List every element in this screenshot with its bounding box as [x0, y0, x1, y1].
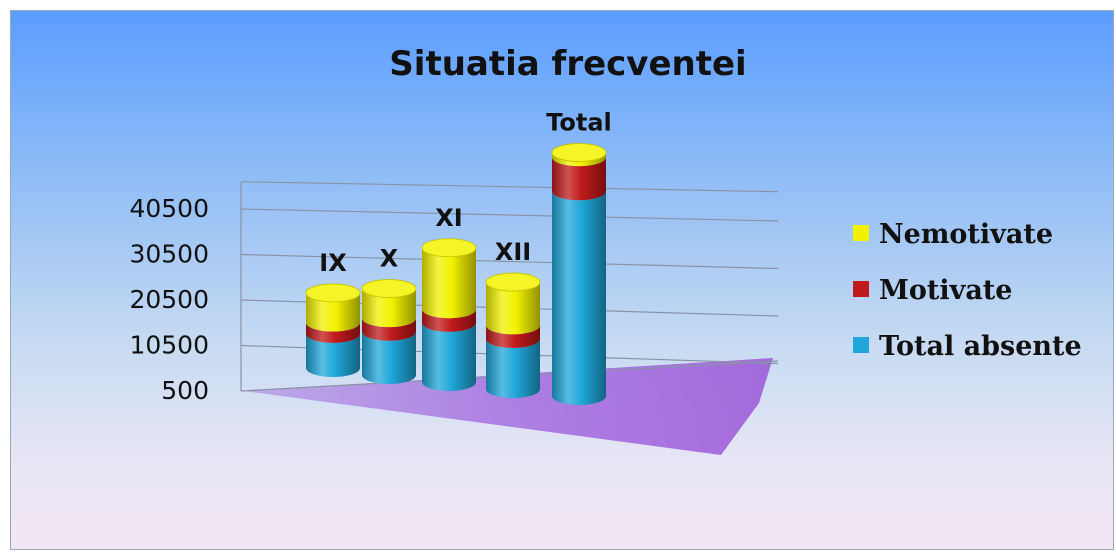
bar-segment	[422, 309, 476, 332]
y-tick-label: 30500	[129, 240, 209, 269]
bar-segment	[306, 292, 360, 332]
gridline	[240, 181, 779, 193]
bar-segment	[306, 333, 360, 377]
legend-swatch	[853, 281, 869, 297]
bar-top-cap	[421, 238, 477, 258]
bar-segment	[306, 322, 360, 343]
legend-label: Nemotivate	[879, 219, 1053, 250]
bar-segment-body	[362, 318, 416, 341]
chart-floor-layer	[244, 358, 773, 455]
category-labels: IX X XI XII Total	[319, 109, 612, 277]
bar-segment	[362, 288, 416, 328]
bar-segment-body	[552, 152, 606, 167]
bar-segment	[486, 282, 540, 335]
bar-segment	[552, 152, 606, 167]
bar-top-cap	[305, 283, 361, 303]
bar-segment-body	[306, 322, 360, 343]
bar-segment-body	[422, 247, 476, 319]
legend-swatch	[853, 225, 869, 241]
bar-segment-body	[306, 292, 360, 332]
gridline	[240, 253, 779, 270]
bars-layer	[305, 143, 607, 405]
bar-segment-body	[306, 333, 360, 377]
bar-segment	[422, 247, 476, 319]
bar-segment	[362, 331, 416, 384]
y-tick-label: 500	[161, 376, 209, 405]
category-label: X	[380, 245, 399, 273]
y-tick-label: 20500	[129, 285, 209, 314]
y-tick-label: 40500	[129, 194, 209, 223]
chart-svg: Situatia frecventei 500 10500 20500 30500 40…	[129, 44, 1082, 455]
bar-top-cap	[551, 143, 607, 162]
bar-segment-body	[552, 157, 606, 201]
category-label: IX	[319, 249, 347, 277]
y-tick-label: 10500	[129, 331, 209, 360]
bar-segment	[422, 322, 476, 391]
category-label: XII	[495, 238, 531, 266]
chart-floor	[244, 358, 773, 455]
category-label: XI	[435, 204, 462, 232]
bar-segment-body	[422, 322, 476, 391]
bar-segment	[552, 157, 606, 201]
category-label: Total	[546, 109, 612, 137]
bar-top-cap	[361, 279, 417, 298]
legend: Nemotivate Motivate Total absente	[853, 219, 1082, 362]
legend-swatch	[853, 337, 869, 353]
legend-label: Total absente	[879, 331, 1082, 362]
bar-segment-body	[362, 288, 416, 328]
chart-area: Situatia frecventei 500 10500 20500 30500 40…	[10, 10, 1114, 550]
bar-segment-body	[362, 331, 416, 384]
bar-segment	[362, 318, 416, 341]
bar-segment	[486, 338, 540, 398]
bar-segment-body	[486, 325, 540, 348]
bar-segment	[486, 325, 540, 348]
bar-segment-body	[486, 282, 540, 335]
gridline	[240, 208, 779, 222]
chart-title: Situatia frecventei	[389, 44, 746, 84]
bar-segment-body	[422, 309, 476, 332]
bar-segment	[552, 191, 606, 405]
bar-top-cap	[485, 272, 541, 292]
y-axis-ticks: 500 10500 20500 30500 40500	[129, 194, 209, 405]
bar-segment-body	[486, 338, 540, 398]
legend-label: Motivate	[879, 275, 1012, 306]
bar-segment-body	[552, 191, 606, 405]
